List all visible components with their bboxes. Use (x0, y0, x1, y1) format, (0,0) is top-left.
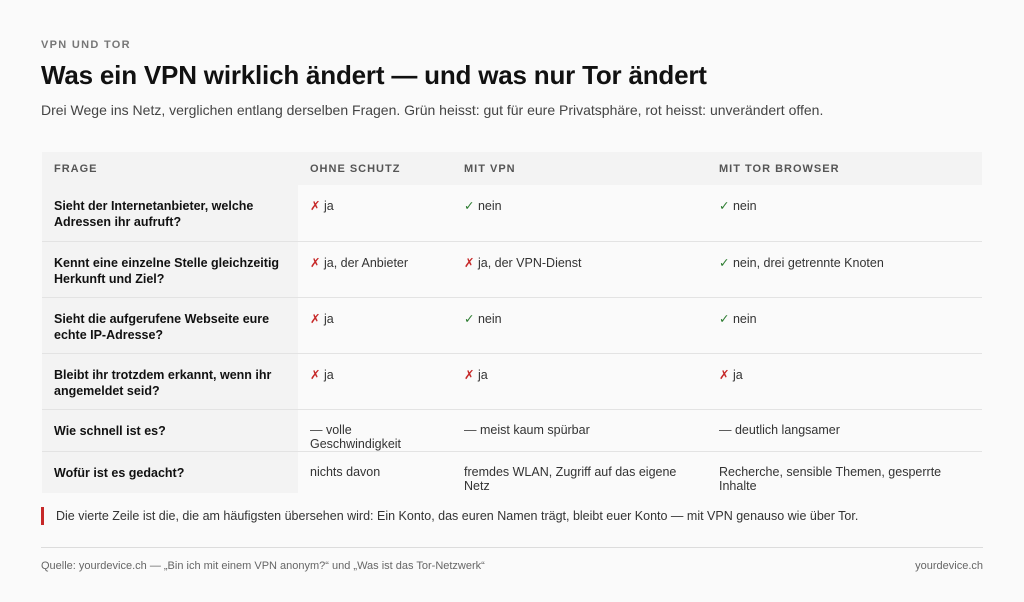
source-credit: Quelle: yourdevice.ch — „Bin ich mit ein… (41, 560, 485, 572)
answer-text: volle Geschwindigkeit (310, 422, 402, 451)
answer-text: nichts davon (310, 464, 381, 479)
answer-text: nein (477, 199, 502, 213)
cross-mark-icon: ✗ (464, 255, 475, 270)
table-row: Wofür ist es gedacht? nichts davon fremdes… (42, 451, 982, 493)
answer-cell: fremdes WLAN, Zugriff auf das eigene Net… (452, 451, 707, 493)
dash-icon: — (310, 422, 323, 437)
answer-text: meist kaum spürbar (479, 422, 590, 437)
answer-cell: ✗ ja (707, 353, 982, 410)
column-header-question: FRAGE (42, 152, 298, 185)
answer-cell: — meist kaum spürbar (452, 409, 707, 452)
answer-text: ja (732, 367, 743, 382)
column-header-vpn: MIT VPN (452, 152, 707, 185)
cross-mark-icon: ✗ (719, 367, 730, 382)
answer-text: nein (477, 311, 502, 326)
callout-note: Die vierte Zeile ist die, die am häufigs… (41, 507, 858, 525)
answer-text: Recherche, sensible Themen, gesperrte In… (719, 464, 942, 493)
table-row: Sieht die aufgerufene Webseite eure echt… (42, 297, 982, 354)
table-row: Bleibt ihr trotzdem erkannt, wenn ihr an… (42, 353, 982, 410)
row-question: Sieht die aufgerufene Webseite eure echt… (42, 297, 298, 354)
row-question: Sieht der Internetanbieter, welche Adres… (42, 185, 298, 242)
row-question: Wie schnell ist es? (42, 409, 298, 452)
answer-text: ja (477, 367, 488, 382)
answer-text: fremdes WLAN, Zugriff auf das eigene Net… (464, 464, 677, 493)
answer-cell: ✗ ja, der VPN-Dienst (452, 241, 707, 298)
answer-text: nein, drei getrennte Knoten (732, 255, 884, 270)
table-header-row: FRAGE OHNE SCHUTZ MIT VPN MIT TOR BROWSE… (42, 152, 982, 185)
answer-text: ja (323, 367, 334, 382)
dash-icon: — (719, 422, 732, 437)
column-header-no-protection: OHNE SCHUTZ (298, 152, 452, 185)
check-mark-icon: ✓ (719, 311, 730, 326)
answer-cell: — deutlich langsamer (707, 409, 982, 452)
table-row: Sieht der Internetanbieter, welche Adres… (42, 185, 982, 242)
answer-text: ja, der VPN-Dienst (477, 255, 582, 270)
answer-cell: — volle Geschwindigkeit (298, 409, 452, 452)
check-mark-icon: ✓ (464, 199, 475, 213)
answer-cell: ✓ nein, drei getrennte Knoten (707, 241, 982, 298)
answer-cell: ✗ ja (298, 185, 452, 242)
answer-cell: ✓ nein (452, 185, 707, 242)
check-mark-icon: ✓ (719, 255, 730, 270)
answer-text: ja (323, 311, 334, 326)
table-row: Wie schnell ist es? — volle Geschwindigke… (42, 409, 982, 452)
answer-cell: ✗ ja (452, 353, 707, 410)
answer-cell: ✓ nein (707, 297, 982, 354)
answer-cell: nichts davon (298, 451, 452, 493)
answer-cell: ✗ ja, der Anbieter (298, 241, 452, 298)
cross-mark-icon: ✗ (310, 311, 321, 326)
site-name: yourdevice.ch (915, 560, 983, 572)
answer-cell: ✗ ja (298, 297, 452, 354)
answer-cell: ✓ nein (452, 297, 707, 354)
answer-cell: Recherche, sensible Themen, gesperrte In… (707, 451, 982, 493)
row-question: Wofür ist es gedacht? (42, 451, 298, 493)
answer-text: nein (732, 311, 757, 326)
check-mark-icon: ✓ (719, 199, 730, 213)
table-row: Kennt eine einzelne Stelle gleichzeitig … (42, 241, 982, 298)
cross-mark-icon: ✗ (310, 255, 321, 270)
answer-text: ja (323, 199, 334, 213)
page-title: Was ein VPN wirklich ändert — und was nu… (41, 60, 707, 90)
row-question: Bleibt ihr trotzdem erkannt, wenn ihr an… (42, 353, 298, 410)
answer-cell: ✗ ja (298, 353, 452, 410)
check-mark-icon: ✓ (464, 311, 475, 326)
page-subtitle: Drei Wege ins Netz, verglichen entlang d… (41, 102, 824, 118)
comparison-table: FRAGE OHNE SCHUTZ MIT VPN MIT TOR BROWSE… (42, 152, 982, 493)
answer-cell: ✓ nein (707, 185, 982, 242)
cross-mark-icon: ✗ (310, 367, 321, 382)
answer-text: ja, der Anbieter (323, 255, 409, 270)
kicker: VPN UND TOR (41, 39, 131, 51)
answer-text: nein (732, 199, 757, 213)
dash-icon: — (464, 422, 477, 437)
cross-mark-icon: ✗ (310, 199, 321, 213)
column-header-tor: MIT TOR BROWSER (707, 152, 982, 185)
answer-text: deutlich langsamer (734, 422, 840, 437)
cross-mark-icon: ✗ (464, 367, 475, 382)
row-question: Kennt eine einzelne Stelle gleichzeitig … (42, 241, 298, 298)
footer-divider (41, 547, 983, 548)
